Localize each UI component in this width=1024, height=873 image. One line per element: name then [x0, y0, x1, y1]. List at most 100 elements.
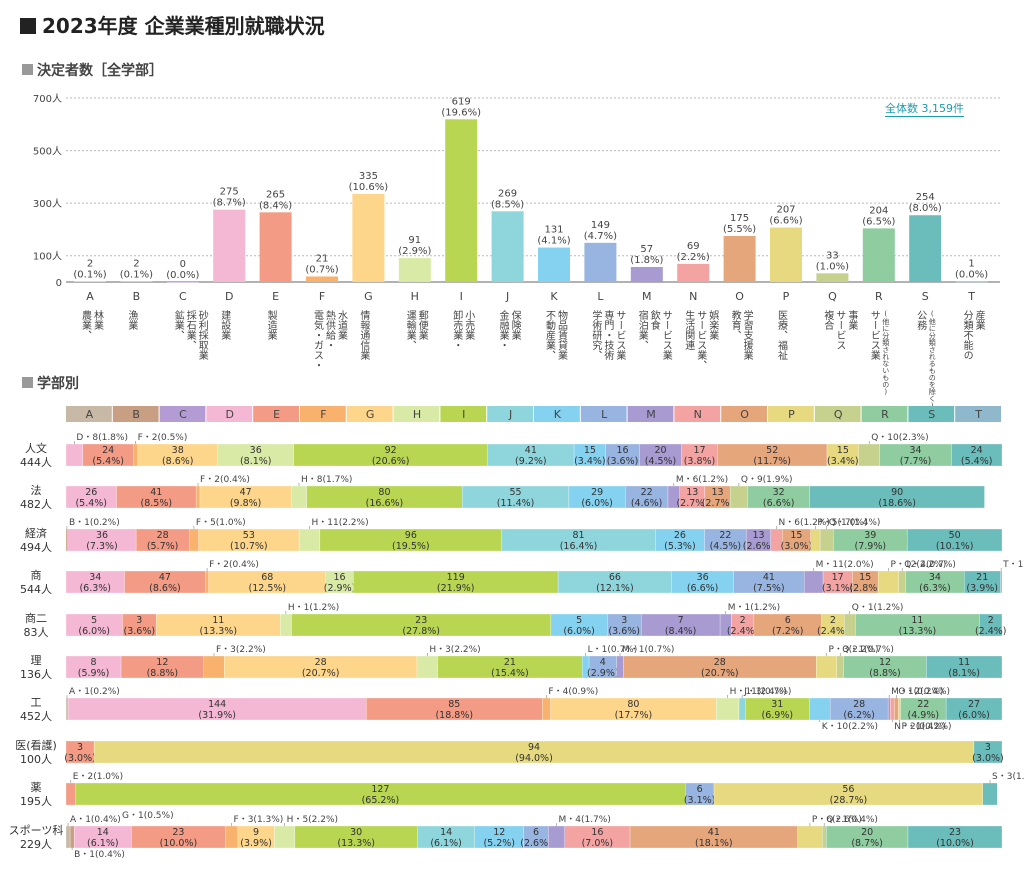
- segment-value-label: 41: [525, 445, 537, 456]
- segment-M: [616, 655, 624, 679]
- bar-value-label: 57: [640, 244, 653, 255]
- segment-pct-label: (3.8%): [684, 456, 716, 467]
- segment-J: [738, 697, 746, 721]
- bar-value-label: 131: [544, 225, 563, 236]
- bar-T: [955, 281, 988, 283]
- legend-label-M: M: [646, 408, 656, 421]
- segment-H: [416, 655, 438, 679]
- segment-outside-label: H・8(1.7%): [301, 475, 352, 485]
- legend-label-P: P: [788, 408, 795, 421]
- segment-outside-label: H・1(1.2%): [288, 603, 339, 613]
- segment-value-label: 28: [315, 657, 327, 668]
- faculty-total: 452人: [20, 710, 52, 723]
- segment-pct-label: (2.9%): [587, 668, 619, 679]
- category-name-label: 生活関連: [683, 309, 695, 351]
- segment-H: [291, 485, 307, 509]
- segment-pct-label: (11.7%): [753, 456, 791, 467]
- category-name-label: 建設業: [219, 309, 231, 341]
- segment-outside-label: F・3(2.2%): [216, 645, 266, 655]
- category-name-label: 複合: [822, 309, 834, 331]
- segment-value-label: 39: [864, 530, 876, 541]
- segment-P: [898, 697, 901, 721]
- segment-pct-label: (3.1%): [684, 795, 716, 806]
- segment-pct-label: (17.7%): [615, 710, 653, 721]
- segment-Q: [729, 485, 748, 509]
- segment-outside-label: F・4(0.9%): [548, 687, 598, 697]
- category-name-label: (他に分類されないもの): [882, 310, 890, 396]
- subtitle-total-text: 決定者数［全学部］: [37, 63, 163, 79]
- segment-pct-label: (12.5%): [249, 583, 287, 594]
- segment-value-label: 12: [493, 827, 505, 838]
- bar-H: [398, 258, 431, 282]
- category-code-label: E: [272, 290, 279, 303]
- bar-pct-label: (6.6%): [769, 216, 802, 227]
- segment-outside-label: S・3(1.5%): [992, 772, 1024, 782]
- segment-value-label: 13: [711, 487, 723, 498]
- category-name-label: 宿泊業、: [636, 309, 648, 350]
- subtitle-total: 決定者数［全学部］: [22, 60, 163, 80]
- legend-swatch-B: [112, 406, 159, 422]
- segment-value-label: 3: [985, 742, 991, 753]
- legend-swatch-K: [534, 406, 580, 422]
- y-tick-label: 0: [56, 278, 62, 289]
- y-tick-label: 500人: [33, 146, 62, 158]
- segment-pct-label: (8.8%): [869, 668, 901, 679]
- bar-value-label: 149: [591, 220, 610, 231]
- segment-value-label: 90: [891, 487, 903, 498]
- segment-value-label: 14: [97, 827, 109, 838]
- bar-E: [259, 212, 292, 282]
- segment-outside-label: P・3(2.2%): [829, 645, 879, 655]
- bar-L: [584, 242, 617, 282]
- category-name-label: 学習支援業: [741, 309, 753, 361]
- segment-pct-label: (2.7%): [676, 498, 708, 509]
- segment-outside-label: L・1(0.7%): [588, 645, 638, 655]
- segment-A: [65, 825, 71, 849]
- segment-outside-label: P・12(2.2%): [890, 560, 946, 570]
- segment-outside-label: Q・10(2.3%): [871, 433, 928, 443]
- bar-value-label: 619: [452, 96, 471, 107]
- legend-swatch-J: [487, 406, 533, 422]
- segment-outside-label: H・11(2.2%): [311, 518, 368, 528]
- segment-value-label: 85: [448, 699, 460, 710]
- segment-outside-label: B・1(0.4%): [74, 850, 125, 860]
- segment-value-label: 80: [627, 699, 639, 710]
- legend-swatch-E: [253, 406, 299, 422]
- segment-value-label: 16: [616, 445, 628, 456]
- segment-pct-label: (2.8%): [849, 583, 881, 594]
- segment-pct-label: (4.5%): [645, 456, 677, 467]
- segment-outside-label: Q・9(1.9%): [741, 475, 793, 485]
- legend-swatch-F: [300, 406, 346, 422]
- segment-value-label: 81: [572, 530, 584, 541]
- segment-pct-label: (3.0%): [972, 753, 1004, 764]
- segment-outside-label: P・5(1.0%): [817, 518, 867, 528]
- segment-M: [803, 570, 824, 594]
- segment-outside-label: D・8(1.8%): [76, 433, 128, 443]
- segment-outside-label: Q・4(0.7%): [904, 560, 956, 570]
- legend-swatch-L: [580, 406, 627, 422]
- legend-label-E: E: [273, 408, 280, 421]
- segment-outside-label: B・1(0.2%): [69, 518, 120, 528]
- bar-value-label: 335: [359, 171, 378, 182]
- legend-label-F: F: [320, 408, 326, 421]
- segment-S: [926, 655, 1003, 679]
- legend-label-J: J: [508, 408, 512, 421]
- category-name-label: (他に分類されるものを除く): [928, 310, 936, 410]
- faculty-name: 医(看護): [15, 738, 57, 752]
- category-code-label: J: [505, 290, 509, 303]
- bar-value-label: 91: [408, 235, 421, 246]
- segment-outside-label: M・1(0.2%): [891, 687, 943, 697]
- segment-M: [887, 697, 891, 721]
- segment-pct-label: (8.1%): [240, 456, 272, 467]
- segment-value-label: 20: [654, 445, 666, 456]
- page-title: 2023年度 企業業種別就職状況: [20, 10, 325, 39]
- legend-label-T: T: [974, 408, 982, 421]
- segment-E: [65, 782, 76, 806]
- category-code-label: Q: [828, 290, 837, 303]
- legend-label-G: G: [366, 408, 375, 421]
- legend-swatch-G: [346, 406, 393, 422]
- legend-swatch-I: [440, 406, 487, 422]
- segment-pct-label: (6.3%): [919, 583, 951, 594]
- segment-outside-label: E・2(1.0%): [73, 772, 123, 782]
- segment-pct-label: (18.1%): [695, 838, 733, 849]
- bar-F: [306, 276, 338, 282]
